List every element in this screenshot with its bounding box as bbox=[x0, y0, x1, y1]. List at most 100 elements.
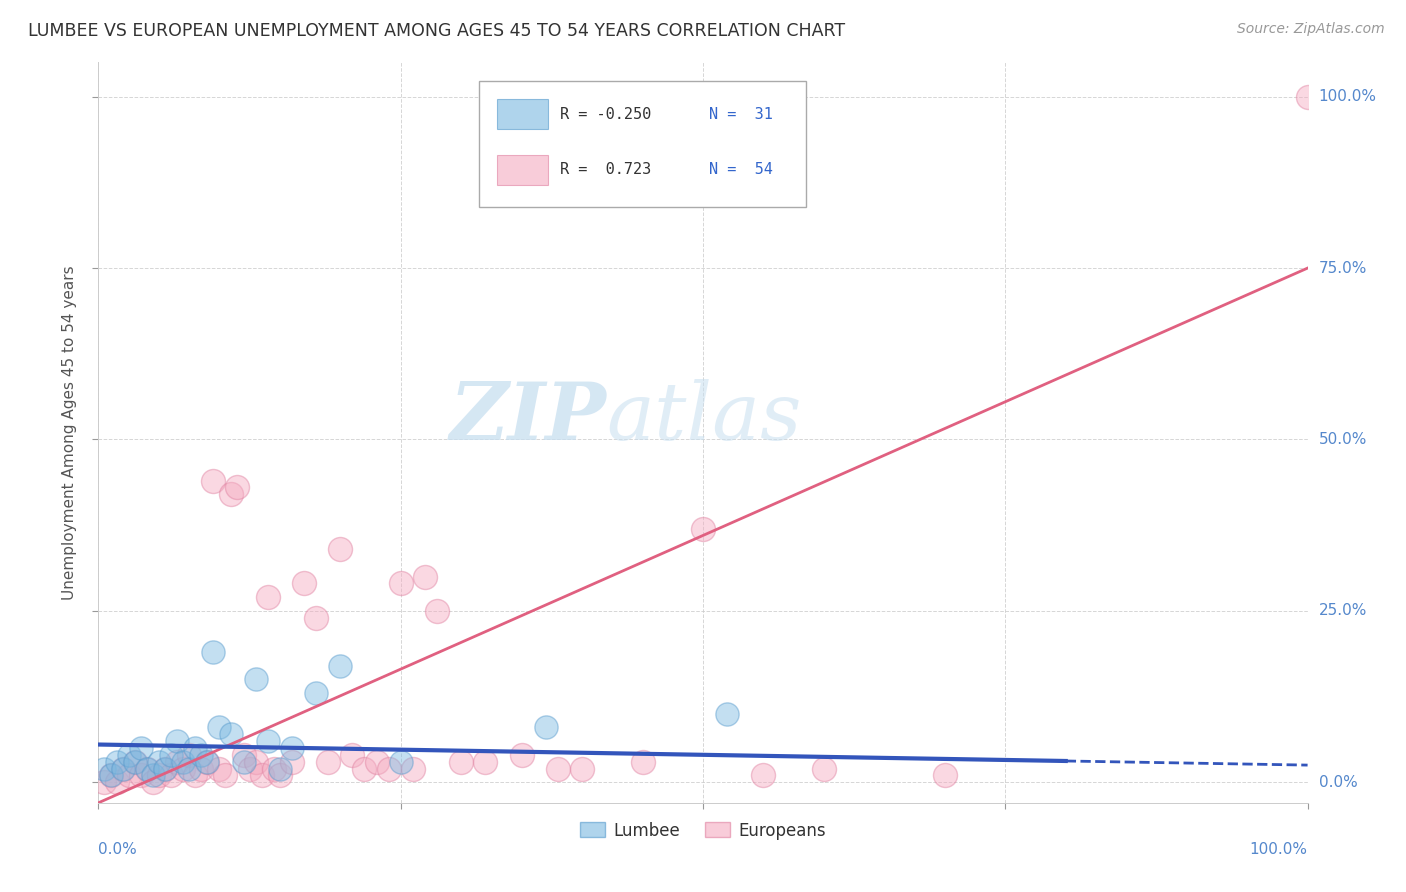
Point bbox=[105, 755, 128, 769]
Text: 75.0%: 75.0% bbox=[1319, 260, 1367, 276]
Point bbox=[100, 768, 122, 782]
Point bbox=[148, 768, 170, 782]
Point bbox=[292, 576, 315, 591]
FancyBboxPatch shape bbox=[498, 99, 548, 129]
Point bbox=[366, 755, 388, 769]
Point bbox=[232, 747, 254, 762]
Point bbox=[195, 755, 218, 769]
Point bbox=[305, 686, 328, 700]
Point bbox=[1296, 89, 1319, 103]
Point bbox=[571, 762, 593, 776]
Point bbox=[256, 590, 278, 604]
Point bbox=[135, 762, 157, 776]
Point bbox=[232, 755, 254, 769]
Point bbox=[631, 755, 654, 769]
Point bbox=[153, 762, 176, 776]
Point bbox=[124, 755, 146, 769]
Point bbox=[105, 775, 128, 789]
Text: 50.0%: 50.0% bbox=[1319, 432, 1367, 447]
Text: atlas: atlas bbox=[606, 379, 801, 457]
Point bbox=[269, 768, 291, 782]
Point bbox=[245, 673, 267, 687]
Point bbox=[190, 762, 212, 776]
Point bbox=[142, 775, 165, 789]
Text: N =  54: N = 54 bbox=[709, 162, 773, 178]
Text: 0.0%: 0.0% bbox=[1319, 775, 1357, 789]
Point bbox=[534, 720, 557, 734]
Point bbox=[118, 768, 141, 782]
Point bbox=[250, 768, 273, 782]
Point bbox=[202, 645, 225, 659]
Point bbox=[208, 720, 231, 734]
Point bbox=[281, 755, 304, 769]
Text: LUMBEE VS EUROPEAN UNEMPLOYMENT AMONG AGES 45 TO 54 YEARS CORRELATION CHART: LUMBEE VS EUROPEAN UNEMPLOYMENT AMONG AG… bbox=[28, 22, 845, 40]
Text: R =  0.723: R = 0.723 bbox=[561, 162, 651, 178]
Point bbox=[263, 762, 285, 776]
Point bbox=[172, 755, 194, 769]
Point bbox=[179, 747, 201, 762]
Point bbox=[269, 762, 291, 776]
Legend: Lumbee, Europeans: Lumbee, Europeans bbox=[574, 815, 832, 847]
Point bbox=[148, 755, 170, 769]
Point bbox=[184, 768, 207, 782]
Point bbox=[142, 768, 165, 782]
FancyBboxPatch shape bbox=[479, 81, 806, 207]
Point bbox=[305, 610, 328, 624]
Point bbox=[316, 755, 339, 769]
Point bbox=[692, 522, 714, 536]
Text: 100.0%: 100.0% bbox=[1319, 89, 1376, 104]
Point bbox=[226, 480, 249, 494]
Point bbox=[474, 755, 496, 769]
Point bbox=[716, 706, 738, 721]
Point bbox=[190, 747, 212, 762]
Point bbox=[329, 542, 352, 557]
Point bbox=[402, 762, 425, 776]
Point bbox=[166, 755, 188, 769]
Point bbox=[221, 727, 243, 741]
Text: ZIP: ZIP bbox=[450, 379, 606, 457]
Point bbox=[118, 747, 141, 762]
Point bbox=[510, 747, 533, 762]
Point bbox=[245, 755, 267, 769]
Point bbox=[129, 768, 152, 782]
Point bbox=[124, 755, 146, 769]
Point bbox=[93, 775, 115, 789]
Text: N =  31: N = 31 bbox=[709, 107, 773, 122]
Point bbox=[166, 734, 188, 748]
Text: 100.0%: 100.0% bbox=[1250, 842, 1308, 856]
Text: 0.0%: 0.0% bbox=[98, 842, 138, 856]
Point bbox=[239, 762, 262, 776]
Point bbox=[129, 741, 152, 756]
Point bbox=[153, 762, 176, 776]
Point bbox=[256, 734, 278, 748]
Point bbox=[426, 604, 449, 618]
Point bbox=[160, 747, 183, 762]
Point bbox=[389, 576, 412, 591]
Point bbox=[342, 747, 364, 762]
Point bbox=[214, 768, 236, 782]
Point bbox=[172, 762, 194, 776]
Point bbox=[184, 741, 207, 756]
Point bbox=[111, 762, 134, 776]
FancyBboxPatch shape bbox=[498, 155, 548, 185]
Point bbox=[221, 487, 243, 501]
Point bbox=[353, 762, 375, 776]
Text: Source: ZipAtlas.com: Source: ZipAtlas.com bbox=[1237, 22, 1385, 37]
Point bbox=[135, 762, 157, 776]
Point bbox=[934, 768, 956, 782]
Point bbox=[813, 762, 835, 776]
Point bbox=[329, 658, 352, 673]
Point bbox=[208, 762, 231, 776]
Point bbox=[93, 762, 115, 776]
Point bbox=[389, 755, 412, 769]
Point bbox=[413, 569, 436, 583]
Point bbox=[179, 762, 201, 776]
Text: R = -0.250: R = -0.250 bbox=[561, 107, 651, 122]
Point bbox=[100, 768, 122, 782]
Point bbox=[450, 755, 472, 769]
Y-axis label: Unemployment Among Ages 45 to 54 years: Unemployment Among Ages 45 to 54 years bbox=[62, 265, 77, 600]
Point bbox=[202, 474, 225, 488]
Point bbox=[752, 768, 775, 782]
Point bbox=[195, 755, 218, 769]
Point bbox=[160, 768, 183, 782]
